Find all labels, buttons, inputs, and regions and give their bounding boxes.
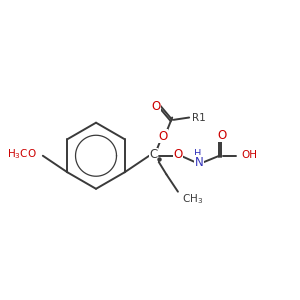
Text: N: N — [194, 156, 203, 169]
Text: R1: R1 — [192, 113, 206, 123]
Text: OH: OH — [241, 150, 257, 160]
Text: H: H — [194, 149, 202, 159]
Text: O: O — [173, 148, 183, 161]
Text: C: C — [149, 148, 158, 161]
Text: O: O — [218, 129, 227, 142]
Text: O: O — [152, 100, 161, 113]
Text: O: O — [158, 130, 167, 143]
Text: H$_3$CO: H$_3$CO — [8, 148, 37, 161]
Text: CH$_3$: CH$_3$ — [182, 193, 203, 206]
